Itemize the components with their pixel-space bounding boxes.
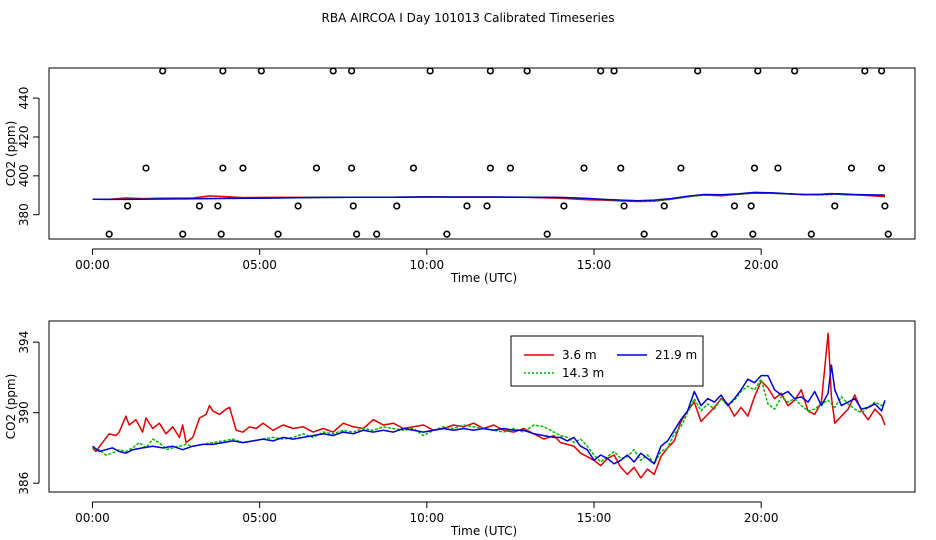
top-flag-point — [660, 202, 668, 210]
top-flag-point — [312, 164, 321, 172]
legend-box — [510, 335, 704, 387]
bottom-series-line-21-9-m — [92, 364, 886, 465]
top-flag-point — [347, 164, 356, 172]
top-flag-point — [884, 230, 892, 238]
top-x-tick-label: 15:00 — [577, 258, 612, 272]
top-flag-point — [710, 230, 718, 238]
top-flag-point — [294, 202, 302, 210]
top-flag-point — [426, 67, 434, 75]
bottom-axes: 00:00 05:00 10:00 15:00 20:00 386 390 394 — [17, 331, 778, 525]
bottom-y-tick-label: 386 — [17, 472, 31, 495]
bottom-x-tick-label: 10:00 — [410, 511, 445, 525]
top-flag-point — [754, 67, 762, 75]
top-flag-point — [443, 230, 451, 238]
bottom-data-layer — [91, 332, 886, 479]
top-flag-point — [179, 230, 187, 238]
top-y-tick-label: 400 — [17, 164, 31, 187]
top-flag-point — [640, 230, 648, 238]
top-flag-point — [486, 164, 494, 172]
top-flag-point — [353, 230, 361, 238]
top-plot-frame — [48, 67, 916, 240]
top-flag-point — [747, 202, 755, 210]
top-flag-point — [861, 67, 869, 75]
top-flag-point — [195, 202, 204, 210]
top-flag-point — [791, 67, 799, 75]
top-flag-point — [597, 67, 605, 75]
top-x-tick-label: 10:00 — [410, 258, 445, 272]
top-x-axis-label: Time (UTC) — [450, 271, 517, 285]
bottom-y-axis-label: CO2 (ppm) — [4, 374, 18, 440]
top-x-tick-label: 00:00 — [75, 258, 110, 272]
top-flag-point — [831, 202, 839, 210]
top-flag-point — [349, 202, 357, 210]
top-flag-point — [393, 202, 401, 210]
bottom-x-tick-label: 00:00 — [75, 511, 110, 525]
top-x-tick-label: 05:00 — [242, 258, 277, 272]
top-flag-point — [217, 230, 225, 238]
top-flag-point — [610, 67, 618, 75]
top-flag-point — [694, 67, 702, 75]
top-flag-point — [142, 164, 150, 172]
top-flag-point — [214, 202, 222, 210]
figure-title: RBA AIRCOA I Day 101013 Calibrated Times… — [322, 11, 615, 25]
top-flag-point — [347, 67, 356, 75]
top-flag-point — [774, 164, 782, 172]
top-flag-point — [373, 230, 381, 238]
top-flag-point — [730, 202, 739, 210]
top-axes: 00:00 05:00 10:00 15:00 20:00 380 400 420 440 — [17, 87, 778, 272]
top-flag-point — [274, 230, 282, 238]
bottom-x-axis-label: Time (UTC) — [450, 524, 517, 538]
top-flag-point — [560, 202, 568, 210]
legend-label-21-9m: 21.9 m — [655, 348, 697, 362]
top-flag-point — [257, 67, 265, 75]
top-flag-point — [617, 164, 625, 172]
bottom-plot-frame — [48, 320, 916, 493]
top-flag-point — [877, 67, 886, 75]
top-flag-point — [486, 67, 494, 75]
top-flag-point — [620, 202, 628, 210]
top-flag-point — [409, 164, 418, 172]
bottom-y-tick-label: 394 — [17, 331, 31, 354]
top-series-line-21-9-m — [92, 191, 885, 202]
top-y-tick-label: 440 — [17, 87, 31, 110]
top-flag-point — [877, 164, 886, 172]
top-x-tick-label: 20:00 — [744, 258, 779, 272]
legend-label-3-6m: 3.6 m — [562, 348, 597, 362]
top-flag-point — [881, 202, 889, 210]
bottom-y-tick-label: 390 — [17, 401, 31, 424]
top-flag-point — [219, 67, 227, 75]
bottom-x-tick-label: 15:00 — [577, 511, 612, 525]
bottom-x-tick-label: 20:00 — [744, 511, 779, 525]
top-flag-point — [159, 67, 167, 75]
top-flag-point — [543, 230, 551, 238]
top-flag-point — [239, 164, 247, 172]
bottom-x-tick-label: 05:00 — [242, 511, 277, 525]
top-flag-point — [847, 164, 856, 172]
top-y-tick-label: 420 — [17, 126, 31, 149]
top-y-tick-label: 380 — [17, 203, 31, 226]
top-flag-point — [329, 67, 337, 75]
bottom-series-line-14-3-m — [92, 378, 886, 465]
top-flag-point — [580, 164, 588, 172]
top-flag-point — [506, 164, 515, 172]
top-data-layer — [92, 67, 892, 238]
top-flag-point — [219, 164, 227, 172]
top-flag-point — [523, 67, 531, 75]
top-flag-point — [123, 202, 132, 210]
top-flag-point — [463, 202, 471, 210]
legend: 3.6 m 14.3 m 21.9 m — [510, 335, 704, 387]
top-flag-point — [750, 164, 759, 172]
top-flag-point — [483, 202, 491, 210]
top-panel: 00:00 05:00 10:00 15:00 20:00 380 400 420 440 Ti… — [4, 67, 916, 285]
top-flag-point — [105, 230, 113, 238]
legend-label-14-3m: 14.3 m — [562, 366, 604, 380]
top-flag-point — [807, 230, 815, 238]
bottom-panel: 00:00 05:00 10:00 15:00 20:00 386 390 394 Time … — [4, 320, 916, 538]
top-y-axis-label: CO2 (ppm) — [4, 121, 18, 187]
top-flag-point — [677, 164, 685, 172]
top-flag-point — [749, 230, 757, 238]
